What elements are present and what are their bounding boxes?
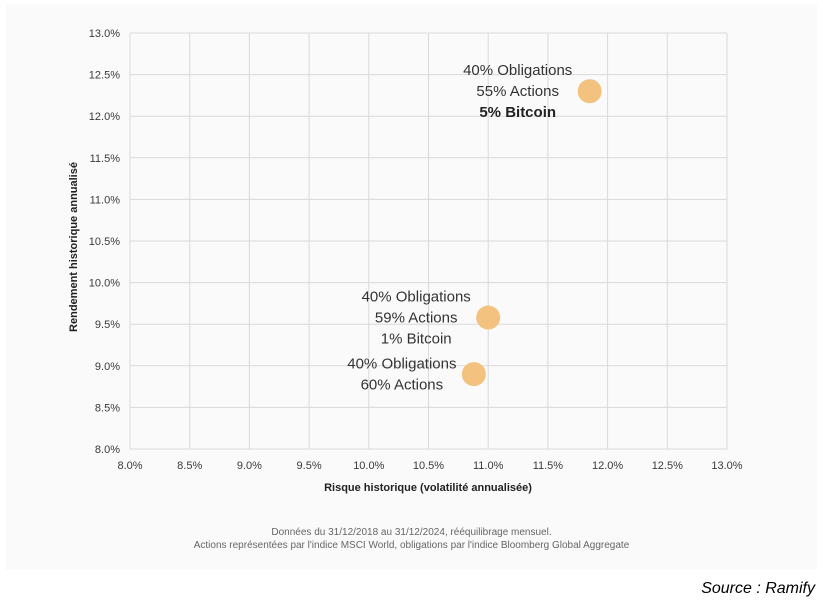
data-point (577, 79, 602, 104)
y-tick-label: 9.5% (95, 319, 120, 331)
x-tick-label: 11.5% (533, 460, 564, 472)
data-point-label: 55% Actions (476, 83, 559, 100)
x-tick-label: 9.5% (297, 460, 322, 472)
y-tick-label: 11.5% (90, 153, 121, 165)
y-axis-label: Rendement historique annualisé (68, 162, 80, 332)
chart-card: 8.0% 8.5% 9.0% 9.5% 10.0% 10.5% 11.0% 11.5% 12.0… (6, 4, 817, 570)
y-tick-label: 11.0% (90, 194, 121, 206)
data-point (461, 362, 486, 387)
y-tick-labels: 13.0% 12.5% 12.0% 11.5% 11.0% 10.5% 10.0% 9.5% 9… (89, 28, 120, 456)
data-points: 40% Obligations 55% Actions 5% Bitcoin 40% … (347, 62, 602, 394)
y-tick-label: 9.0% (95, 361, 120, 373)
x-tick-label: 12.0% (592, 460, 623, 472)
data-point-label: 1% Bitcoin (381, 331, 452, 348)
x-tick-label: 9.0% (237, 460, 262, 472)
data-point (476, 305, 501, 330)
footnote-line-2: Actions représentées par l'indice MSCI W… (193, 540, 630, 551)
x-tick-label: 12.5% (652, 460, 683, 472)
footnote-line-1: Données du 31/12/2018 au 31/12/2024, réé… (271, 527, 552, 538)
y-tick-label: 12.5% (89, 70, 120, 82)
x-axis-label: Risque historique (volatilité annualisée… (324, 482, 532, 494)
y-tick-label: 10.0% (89, 278, 120, 290)
y-tick-label: 12.0% (89, 111, 120, 123)
data-point-label: 40% Obligations (347, 356, 456, 373)
x-tick-label: 11.0% (473, 460, 504, 472)
scatter-chart: 8.0% 8.5% 9.0% 9.5% 10.0% 10.5% 11.0% 11.5% 12.0… (68, 28, 743, 494)
x-tick-labels: 8.0% 8.5% 9.0% 9.5% 10.0% 10.5% 11.0% 11.5% 12.0… (117, 460, 742, 472)
x-tick-label: 10.0% (353, 460, 384, 472)
x-tick-label: 8.5% (177, 460, 202, 472)
data-point-label: 5% Bitcoin (479, 104, 556, 121)
x-tick-label: 13.0% (711, 460, 742, 472)
x-tick-label: 10.5% (413, 460, 444, 472)
data-point-label: 60% Actions (361, 377, 444, 394)
y-tick-label: 8.0% (95, 444, 120, 456)
data-point-label: 40% Obligations (463, 62, 572, 79)
x-tick-label: 8.0% (117, 460, 142, 472)
y-tick-label: 10.5% (89, 236, 120, 248)
source-credit: Source : Ramify (701, 580, 815, 597)
gridlines (129, 32, 728, 450)
data-point-label: 59% Actions (375, 310, 458, 327)
y-tick-label: 8.5% (95, 402, 120, 414)
data-point-label: 40% Obligations (362, 289, 471, 306)
y-tick-label: 13.0% (89, 28, 120, 40)
footnote: Données du 31/12/2018 au 31/12/2024, réé… (6, 526, 817, 552)
